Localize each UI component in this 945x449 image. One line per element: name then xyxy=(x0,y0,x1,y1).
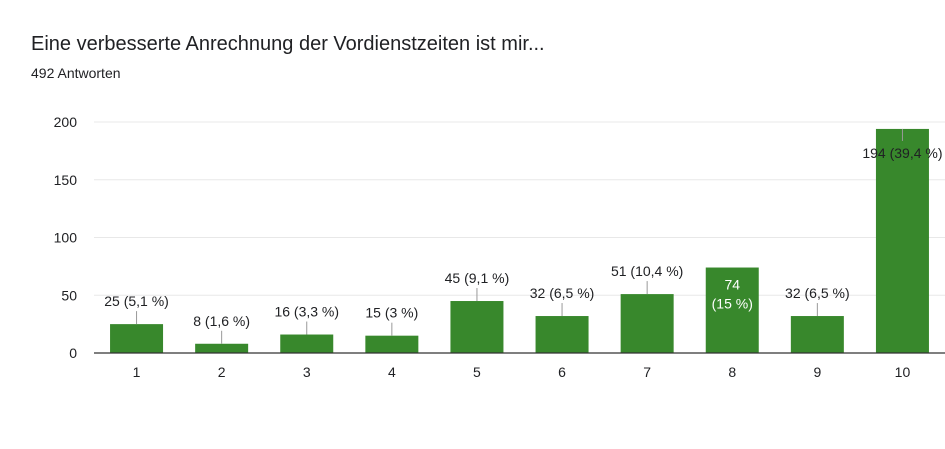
x-tick-label: 4 xyxy=(388,364,396,380)
bar xyxy=(620,294,674,353)
data-label: 32 (6,5 %) xyxy=(530,285,595,301)
x-tick-label: 6 xyxy=(558,364,566,380)
data-label: 32 (6,5 %) xyxy=(785,285,850,301)
data-label: (15 %) xyxy=(712,296,753,312)
y-tick-label: 200 xyxy=(54,114,78,130)
data-label: 45 (9,1 %) xyxy=(445,270,510,286)
y-tick-label: 150 xyxy=(54,172,78,188)
data-label: 25 (5,1 %) xyxy=(104,293,169,309)
y-tick-label: 0 xyxy=(69,345,77,361)
response-count: 492 Antworten xyxy=(31,65,121,81)
bar xyxy=(450,301,504,353)
bar xyxy=(110,324,164,353)
x-tick-label: 7 xyxy=(643,364,651,380)
bar xyxy=(365,335,419,353)
x-axis-ticks: 1 2 3 4 5 6 7 8 9 10 xyxy=(133,364,911,380)
x-tick-label: 3 xyxy=(303,364,311,380)
data-label: 8 (1,6 %) xyxy=(193,313,250,329)
y-axis-ticks: 0 50 100 150 200 xyxy=(54,114,78,361)
data-label: 194 (39,4 %) xyxy=(862,145,942,161)
data-label: 15 (3 %) xyxy=(365,305,418,321)
bar xyxy=(705,267,759,353)
chart-title: Eine verbesserte Anrechnung der Vordiens… xyxy=(31,33,545,55)
bar xyxy=(280,334,334,353)
x-tick-label: 2 xyxy=(218,364,226,380)
y-tick-label: 100 xyxy=(54,230,78,246)
y-tick-label: 50 xyxy=(61,287,77,303)
x-tick-label: 8 xyxy=(728,364,736,380)
x-tick-label: 5 xyxy=(473,364,481,380)
bar xyxy=(790,316,844,353)
data-label: 51 (10,4 %) xyxy=(611,263,683,279)
x-tick-label: 9 xyxy=(813,364,821,380)
x-tick-label: 10 xyxy=(895,364,911,380)
bars xyxy=(110,128,929,353)
bar xyxy=(535,316,589,353)
grid-lines xyxy=(94,121,945,296)
data-labels: 25 (5,1 %) 8 (1,6 %) 16 (3,3 %) 15 (3 %) 45 … xyxy=(104,128,943,344)
data-label: 16 (3,3 %) xyxy=(274,304,339,320)
bar xyxy=(195,343,249,353)
bar xyxy=(875,128,929,353)
data-label: 74 xyxy=(724,277,740,293)
x-tick-label: 1 xyxy=(133,364,141,380)
